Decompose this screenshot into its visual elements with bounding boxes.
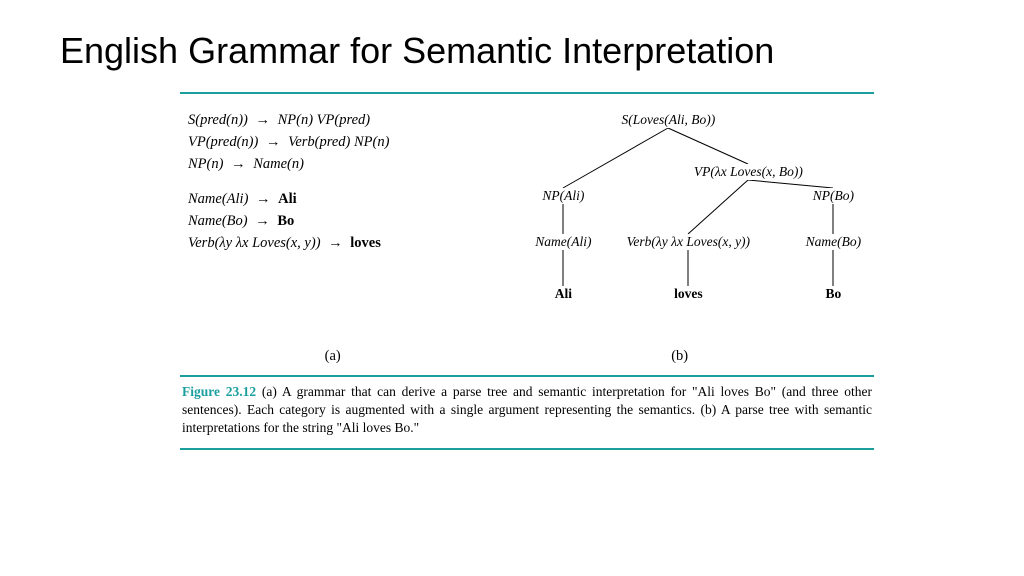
tree-node: Verb(λy λx Loves(x, y)) bbox=[627, 234, 750, 250]
grammar-group-2: Name(Ali) → AliName(Bo) → BoVerb(λy λx L… bbox=[188, 189, 493, 254]
grammar-rule: Name(Bo) → Bo bbox=[188, 211, 493, 233]
grammar-rule: S(pred(n)) → NP(n) VP(pred) bbox=[188, 110, 493, 132]
grammar-rule: Verb(λy λx Loves(x, y)) → loves bbox=[188, 233, 493, 255]
grammar-rule: NP(n) → Name(n) bbox=[188, 154, 493, 176]
figure-box: S(pred(n)) → NP(n) VP(pred)VP(pred(n)) →… bbox=[180, 92, 874, 450]
tree-node: NP(Ali) bbox=[542, 188, 584, 204]
tree-node: Bo bbox=[825, 286, 841, 302]
label-a: (a) bbox=[180, 348, 485, 365]
grammar-column: S(pred(n)) → NP(n) VP(pred)VP(pred(n)) →… bbox=[180, 106, 493, 336]
figure-caption: Figure 23.12 (a) A grammar that can deri… bbox=[180, 377, 874, 448]
figure-content: S(pred(n)) → NP(n) VP(pred)VP(pred(n)) →… bbox=[180, 94, 874, 344]
grammar-group-1: S(pred(n)) → NP(n) VP(pred)VP(pred(n)) →… bbox=[188, 110, 493, 175]
tree-node: VP(λx Loves(x, Bo)) bbox=[694, 164, 803, 180]
label-b: (b) bbox=[485, 348, 874, 365]
figure-label: Figure 23.12 bbox=[182, 384, 256, 399]
subfigure-labels: (a) (b) bbox=[180, 344, 874, 375]
grammar-rule: VP(pred(n)) → Verb(pred) NP(n) bbox=[188, 132, 493, 154]
page-title: English Grammar for Semantic Interpretat… bbox=[60, 30, 964, 72]
tree-node: Name(Ali) bbox=[535, 234, 591, 250]
tree-column: S(Loves(Ali, Bo)) NP(Ali) VP(λx Loves(x, B… bbox=[493, 106, 882, 336]
parse-tree: S(Loves(Ali, Bo)) NP(Ali) VP(λx Loves(x, B… bbox=[493, 106, 882, 336]
tree-node: S(Loves(Ali, Bo)) bbox=[621, 112, 715, 128]
grammar-rule: Name(Ali) → Ali bbox=[188, 189, 493, 211]
tree-node: Name(Bo) bbox=[806, 234, 861, 250]
tree-node: Ali bbox=[555, 286, 572, 302]
slide: English Grammar for Semantic Interpretat… bbox=[0, 0, 1024, 450]
caption-text: (a) A grammar that can derive a parse tr… bbox=[182, 384, 872, 435]
tree-node: NP(Bo) bbox=[813, 188, 854, 204]
bottom-rule bbox=[180, 448, 874, 450]
tree-node: loves bbox=[674, 286, 703, 302]
